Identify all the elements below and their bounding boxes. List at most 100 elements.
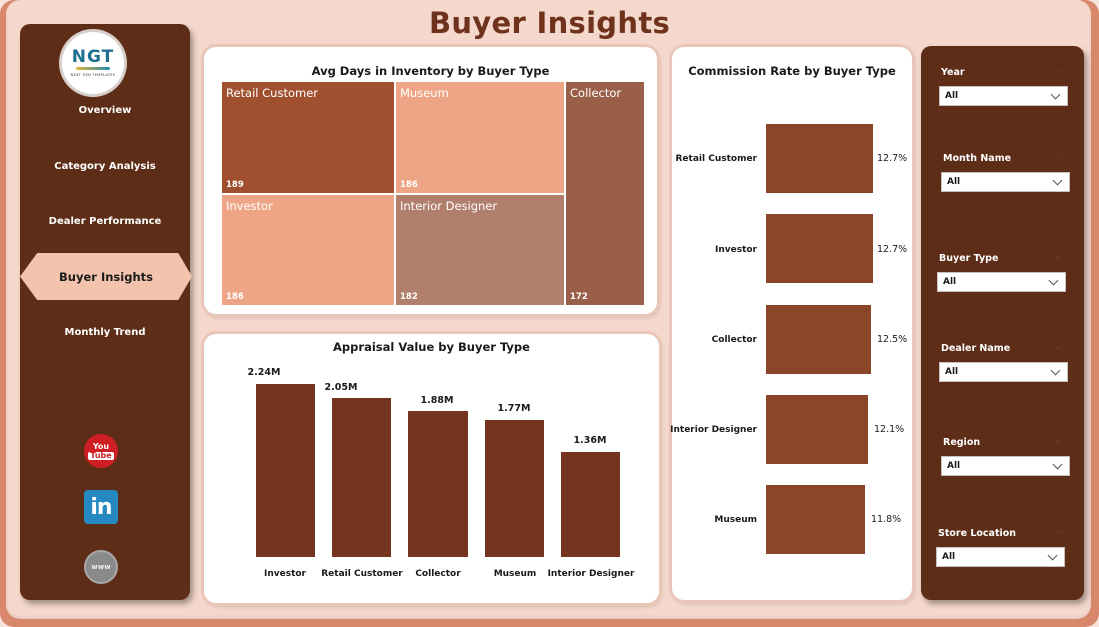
bar-category-label: Retail Customer	[321, 569, 403, 579]
chevron-down-icon[interactable]: ⌵	[1054, 251, 1062, 262]
select-value: All	[943, 277, 957, 287]
chevron-down-icon	[1048, 275, 1059, 286]
bar-investor[interactable]	[766, 214, 873, 283]
nav-item-monthly-trend[interactable]: Monthly Trend	[64, 327, 146, 338]
treemap-cell-interior-designer[interactable]: Interior Designer 182	[396, 195, 564, 305]
treemap-cell-value: 182	[400, 292, 418, 302]
filter-label-month-name: Month Name	[943, 153, 1012, 164]
chevron-down-icon[interactable]: ⌵	[1054, 435, 1062, 446]
logo-wave-icon	[76, 67, 110, 70]
bar-collector[interactable]	[408, 411, 468, 557]
logo: NGT NEXT GEN TEMPLATES	[62, 32, 124, 94]
treemap-cell-value: 189	[226, 180, 244, 190]
bar-category-label: Investor	[263, 569, 306, 579]
treemap-cell-value: 186	[400, 180, 418, 190]
bar-interior-designer[interactable]	[561, 452, 620, 557]
select-value: All	[942, 552, 956, 562]
bar-retail-customer[interactable]	[766, 124, 873, 193]
bar-category-label: Interior Designer	[670, 425, 757, 435]
appraisal-title: Appraisal Value by Buyer Type	[333, 340, 530, 354]
page-title: Buyer Insights	[428, 6, 671, 40]
treemap-cell-label: Interior Designer	[400, 199, 498, 213]
nav-item-dealer-performance[interactable]: Dealer Performance	[48, 216, 162, 227]
sidebar-nav: NGT NEXT GEN TEMPLATES Overview Category…	[20, 24, 192, 600]
chevron-down-icon[interactable]: ⌵	[1054, 151, 1062, 162]
bar-museum[interactable]	[766, 485, 865, 554]
bar-value-label: 2.24M	[247, 367, 281, 378]
year-select[interactable]: All	[939, 86, 1068, 106]
filter-label-year: Year	[941, 67, 965, 78]
bar-interior-designer[interactable]	[766, 395, 868, 464]
chevron-down-icon	[1052, 459, 1063, 470]
treemap-cell-museum[interactable]: Museum 186	[396, 82, 564, 193]
chevron-down-icon	[1047, 550, 1058, 561]
chevron-down-icon	[1050, 89, 1061, 100]
bar-collector[interactable]	[766, 305, 871, 374]
dealer-name-select[interactable]: All	[939, 362, 1068, 382]
bar-museum[interactable]	[485, 420, 544, 557]
bar-value-label: 2.05M	[324, 382, 358, 393]
bar-value-label: 12.7%	[877, 153, 908, 164]
select-value: All	[945, 91, 959, 101]
chevron-down-icon	[1050, 365, 1061, 376]
linkedin-icon[interactable]: in	[84, 490, 118, 524]
treemap-cell-value: 186	[226, 292, 244, 302]
bar-value-label: 1.88M	[420, 395, 454, 406]
treemap-cell-value: 172	[570, 292, 588, 302]
nav-item-overview[interactable]: Overview	[78, 105, 132, 116]
treemap-title: Avg Days in Inventory by Buyer Type	[311, 64, 550, 78]
month-name-select[interactable]: All	[941, 172, 1070, 192]
treemap-card: Avg Days in Inventory by Buyer Type Reta…	[204, 47, 657, 314]
bar-category-label: Collector	[711, 335, 757, 345]
bar-value-label: 12.7%	[877, 244, 908, 255]
filter-label-dealer-name: Dealer Name	[941, 343, 1011, 354]
select-value: All	[947, 177, 961, 187]
treemap-cell-collector[interactable]: Collector 172	[566, 82, 644, 305]
commission-title: Commission Rate by Buyer Type	[688, 64, 896, 78]
nav-item-category-analysis[interactable]: Category Analysis	[54, 161, 156, 172]
bar-retail-customer[interactable]	[332, 398, 391, 557]
youtube-text: You	[92, 441, 110, 451]
chevron-down-icon[interactable]: ⌵	[1054, 65, 1062, 76]
logo-subtitle: NEXT GEN TEMPLATES	[70, 73, 116, 77]
select-value: All	[947, 461, 961, 471]
chevron-down-icon[interactable]: ⌵	[1054, 341, 1062, 352]
chevron-down-icon	[1052, 175, 1063, 186]
youtube-icon[interactable]: You Tube	[84, 434, 118, 468]
bar-value-label: 12.5%	[877, 334, 908, 345]
bar-category-label: Retail Customer	[675, 154, 758, 164]
bar-value-label: 12.1%	[874, 424, 905, 435]
bar-value-label: 11.8%	[871, 514, 902, 525]
treemap-cell-retail-customer[interactable]: Retail Customer 189	[222, 82, 394, 193]
nav-item-label: Buyer Insights	[59, 269, 153, 284]
linkedin-text: in	[90, 494, 112, 520]
nav-item-buyer-insights[interactable]: Buyer Insights	[20, 253, 192, 300]
bar-value-label: 1.36M	[573, 435, 607, 446]
region-select[interactable]: All	[941, 456, 1070, 476]
treemap-cell-label: Collector	[570, 86, 622, 100]
bar-category-label: Investor	[714, 245, 757, 255]
logo-mark: NGT	[71, 47, 115, 67]
bar-category-label: Collector	[415, 569, 461, 579]
filter-label-store-location: Store Location	[938, 528, 1017, 539]
treemap-cell-label: Retail Customer	[226, 86, 319, 100]
website-globe-icon[interactable]: www	[84, 550, 118, 584]
youtube-text-tube: Tube	[88, 450, 114, 460]
bar-category-label: Interior Designer	[547, 569, 635, 579]
bar-category-label: Museum	[493, 569, 537, 579]
filter-panel: Year ⌵ All Month Name ⌵ All Buyer Type ⌵…	[921, 46, 1084, 600]
bar-investor[interactable]	[256, 384, 315, 557]
buyer-type-select[interactable]: All	[937, 272, 1066, 292]
treemap-cell-label: Museum	[400, 86, 449, 100]
store-location-select[interactable]: All	[936, 547, 1065, 567]
select-value: All	[945, 367, 959, 377]
treemap-cell-label: Investor	[226, 199, 273, 213]
bar-category-label: Museum	[714, 515, 757, 525]
chevron-down-icon[interactable]: ⌵	[1054, 526, 1062, 537]
filter-label-buyer-type: Buyer Type	[939, 253, 999, 264]
filter-label-region: Region	[943, 437, 981, 448]
treemap-cell-investor[interactable]: Investor 186	[222, 195, 394, 305]
commission-card: Commission Rate by Buyer Type Retail Cus…	[670, 47, 912, 600]
website-text: www	[91, 563, 111, 571]
appraisal-card: Appraisal Value by Buyer Type 2.24M Inve…	[204, 334, 659, 603]
